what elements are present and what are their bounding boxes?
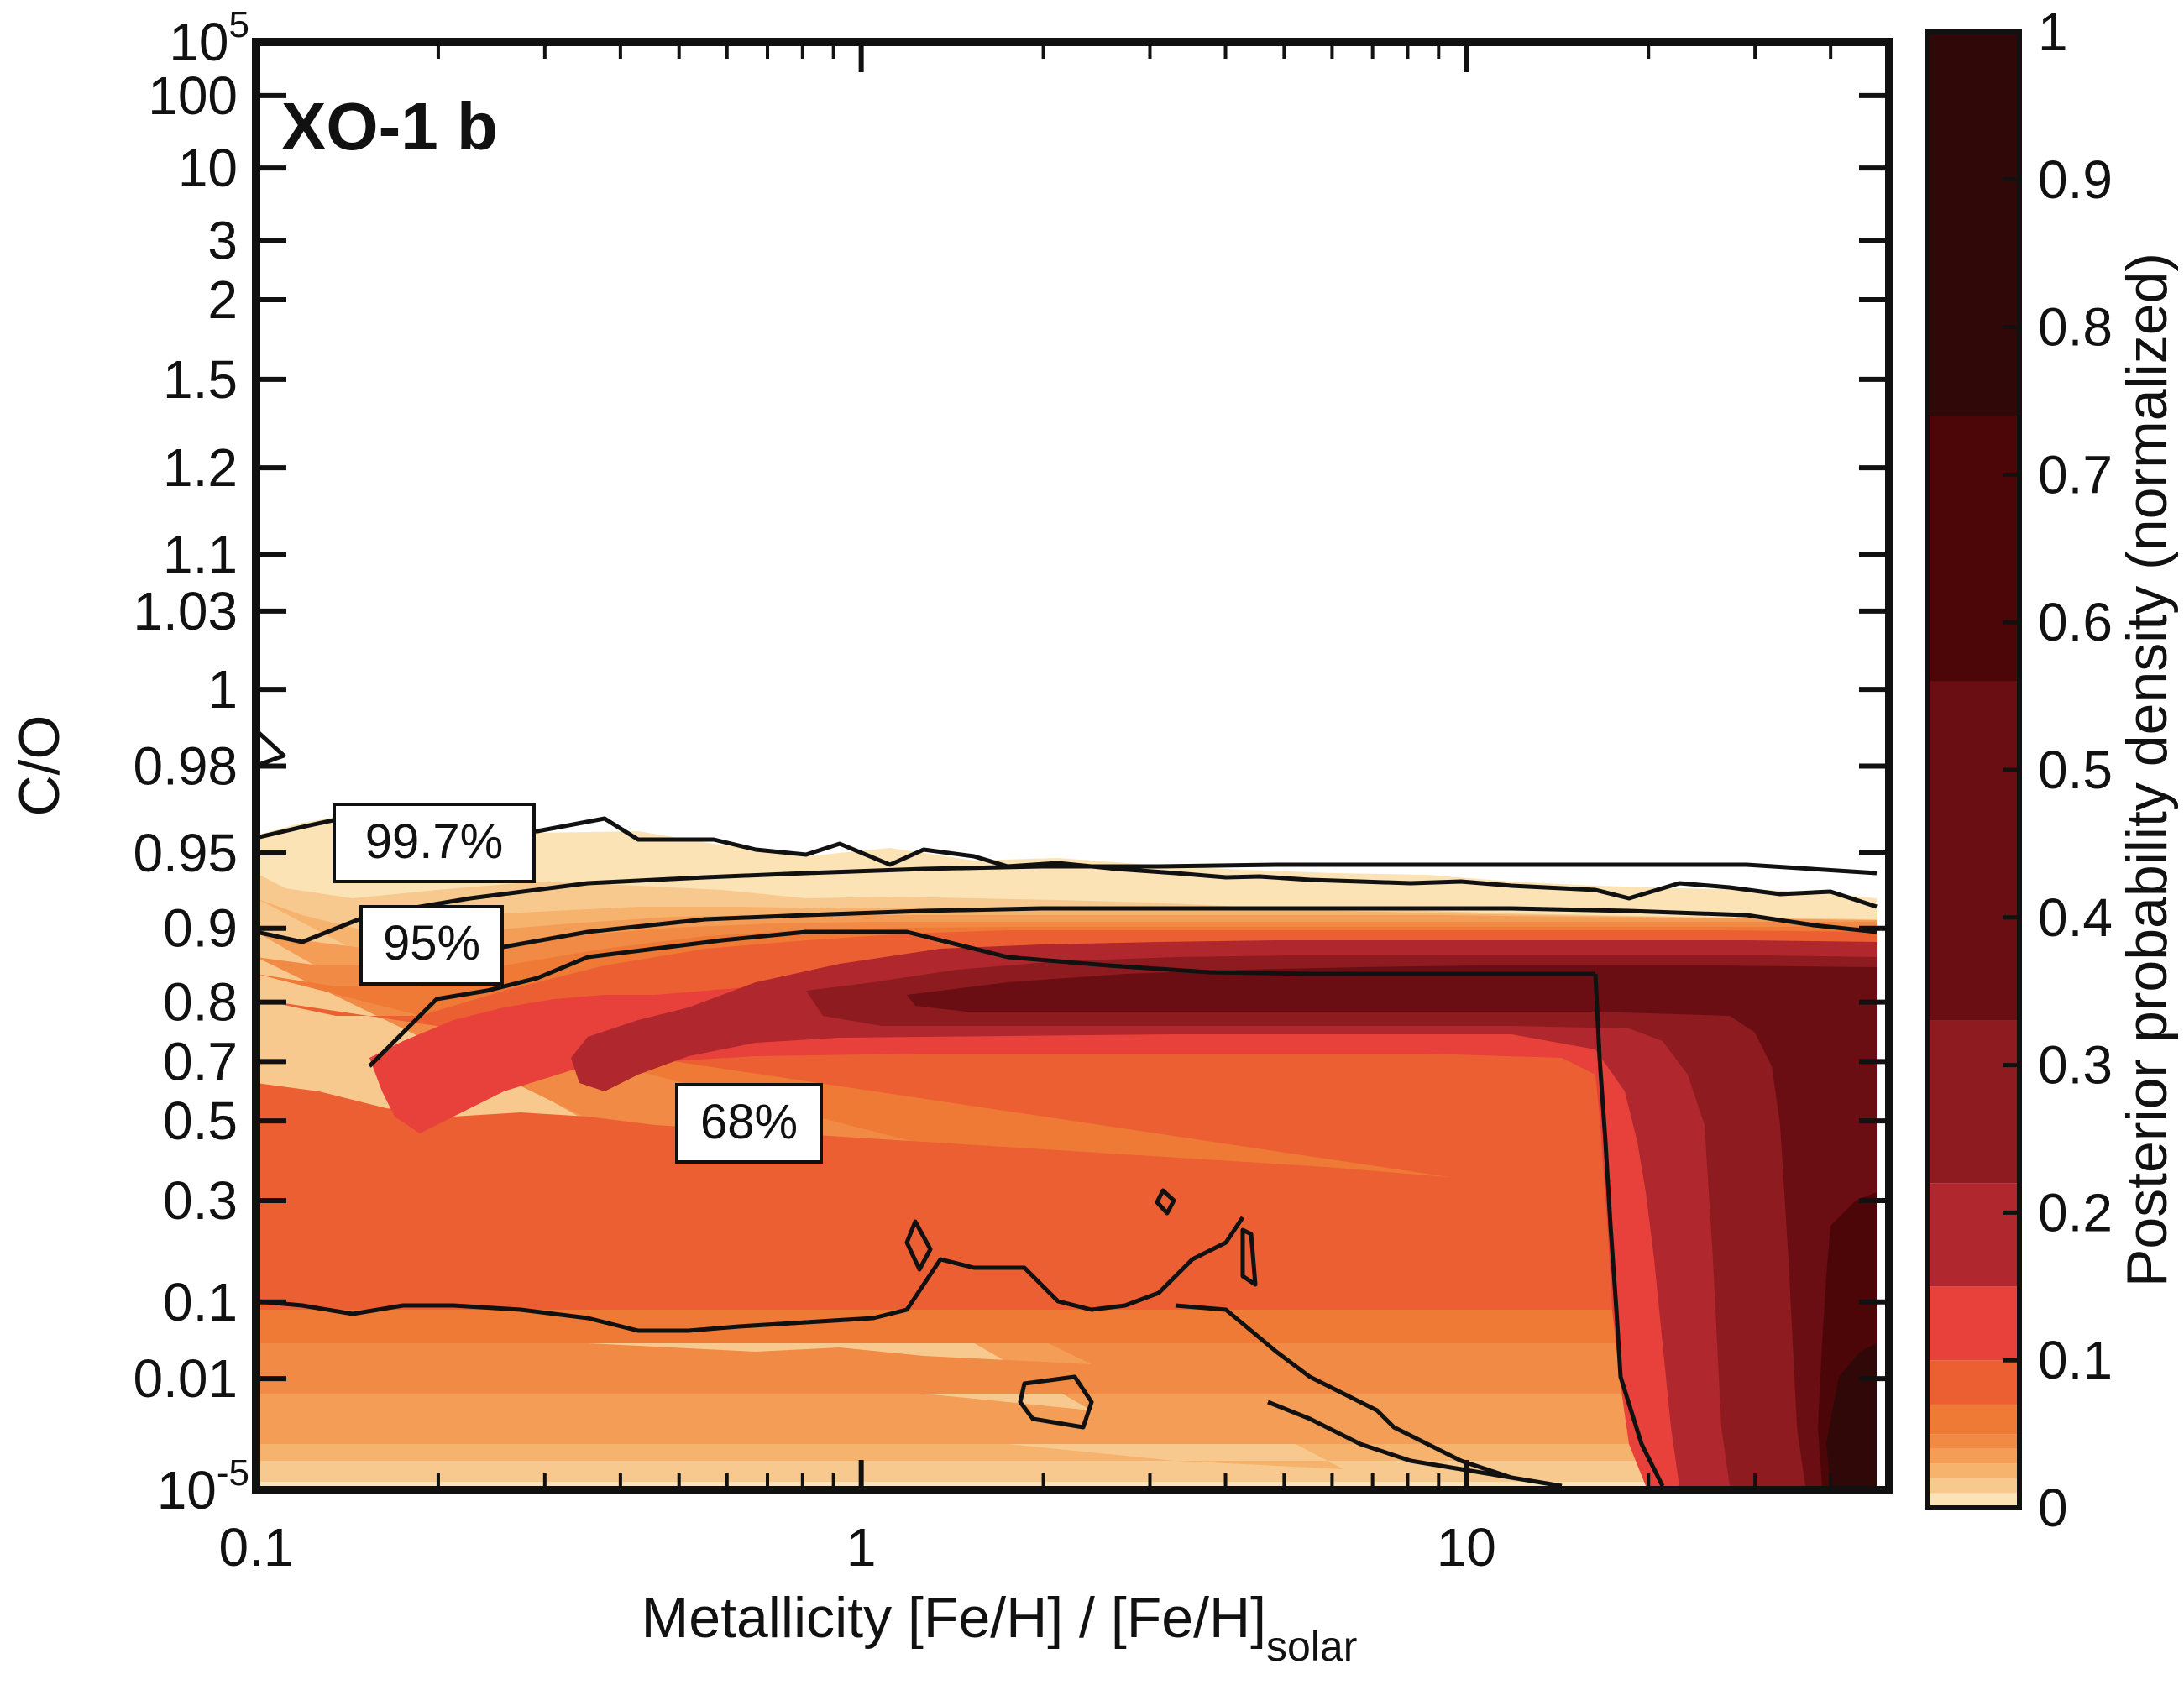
colorbar-axis: 0 0.1 0.2 0.3 0.4 0.5 0.6 0.7 0.8 0.9 1 (2003, 2, 2113, 1538)
y-tick-label-12: 1.1 (163, 525, 238, 585)
colorbar-level-3 (1927, 1448, 2019, 1464)
y-tick-label-10: 1 (207, 659, 238, 719)
y-tick-label-2: 0.1 (163, 1272, 238, 1332)
y-tick-label-19: 105 (169, 4, 249, 72)
contour-island-3 (1018, 1374, 1094, 1430)
y-tick-label-0: 10-5 (157, 1452, 249, 1520)
colorbar-tick-label-0: 0 (2038, 1478, 2068, 1538)
x-tick-label-2: 10 (1437, 1517, 1496, 1578)
y-tick-label-17: 10 (178, 138, 238, 198)
colorbar-tick-label-10: 1 (2038, 2, 2068, 62)
colorbar-tick-label-8: 0.8 (2038, 297, 2113, 358)
y-tick-label-14: 1.5 (163, 349, 238, 410)
colorbar-level-11 (1927, 416, 2019, 682)
y-tick-label-7: 0.9 (163, 898, 238, 959)
contour-line-68-right (1593, 973, 1665, 1488)
y-tick-label-15: 2 (207, 269, 238, 330)
colorbar-tick-label-5: 0.5 (2038, 740, 2113, 800)
density-level-10 (907, 965, 1877, 1486)
colorbar-tick-label-6: 0.6 (2038, 592, 2113, 652)
colorbar-level-0 (1927, 1493, 2019, 1508)
y-tick-label-16: 3 (207, 210, 238, 270)
colorbar-level-10 (1927, 681, 2019, 1021)
y-tick-label-3: 0.3 (163, 1170, 238, 1231)
density-map (256, 814, 1877, 1490)
y-tick-label-11: 1.03 (133, 581, 238, 641)
y-tick-label-9: 0.98 (133, 736, 238, 797)
y-tick-label-6: 0.8 (163, 972, 238, 1033)
y-tick-label-1: 0.01 (133, 1348, 238, 1409)
colorbar-level-8 (1927, 1183, 2019, 1287)
y-tick-label-5: 0.7 (163, 1031, 238, 1091)
colorbar-tick-label-9: 0.9 (2038, 149, 2113, 210)
colorbar-level-7 (1927, 1286, 2019, 1361)
contour-island-4 (1240, 1227, 1258, 1287)
contour-label-99-7-text: 99.7% (365, 814, 503, 869)
x-tick-label-1: 1 (846, 1517, 877, 1578)
y-tick-label-13: 1.2 (163, 437, 238, 498)
x-axis-title-subscript: solar (1266, 1623, 1357, 1670)
colorbar (1927, 32, 2019, 1508)
x-axis-title-main: Metallicity [Fe/H] / [Fe/H] (642, 1586, 1266, 1650)
colorbar-level-1 (1927, 1478, 2019, 1494)
contour-line-99-7-left (256, 729, 286, 768)
y-tick-label-18: 100 (148, 65, 238, 126)
colorbar-level-4 (1927, 1434, 2019, 1449)
contour-label-95: 95% (359, 905, 504, 986)
colorbar-tick-label-4: 0.4 (2038, 887, 2113, 948)
x-axis-title: Metallicity [Fe/H] / [Fe/H]solar (642, 1586, 1358, 1670)
y-axis: 10-50.010.10.30.50.70.80.90.950.9811.031… (133, 4, 1889, 1520)
contour-line-99-7 (256, 814, 1878, 909)
y-tick-label-8: 0.95 (133, 823, 238, 883)
colorbar-level-5 (1927, 1404, 2019, 1435)
chart-title: XO-1 b (281, 89, 498, 164)
contour-line-95-inner (369, 906, 1878, 985)
x-tick-label-0: 0.1 (219, 1517, 294, 1578)
colorbar-tick-label-1: 0.1 (2038, 1330, 2113, 1390)
colorbar-level-2 (1927, 1463, 2019, 1478)
contour-label-95-text: 95% (383, 916, 480, 971)
contour-label-99-7: 99.7% (333, 803, 536, 883)
colorbar-level-12 (1927, 32, 2019, 416)
contour-line-68-left (256, 1003, 1245, 1333)
colorbar-level-6 (1927, 1360, 2019, 1405)
colorbar-tick-label-2: 0.2 (2038, 1182, 2113, 1243)
contour-line-68-mid (1175, 1303, 1512, 1480)
x-axis: 0.1 1 10 (219, 42, 1833, 1578)
colorbar-tick-label-7: 0.7 (2038, 444, 2113, 505)
contour-line-68-top (368, 929, 1595, 1068)
contour-label-68-text: 68% (700, 1095, 798, 1149)
colorbar-level-9 (1927, 1020, 2019, 1184)
contour-island-1 (904, 1219, 933, 1272)
y-tick-label-4: 0.5 (163, 1091, 238, 1151)
contour-island-2 (1155, 1188, 1176, 1216)
colorbar-tick-label-3: 0.3 (2038, 1035, 2113, 1096)
y-axis-title: C/O (8, 715, 71, 817)
contour-label-68: 68% (675, 1083, 823, 1164)
colorbar-title: Posterior probability density (normalize… (2115, 253, 2179, 1287)
